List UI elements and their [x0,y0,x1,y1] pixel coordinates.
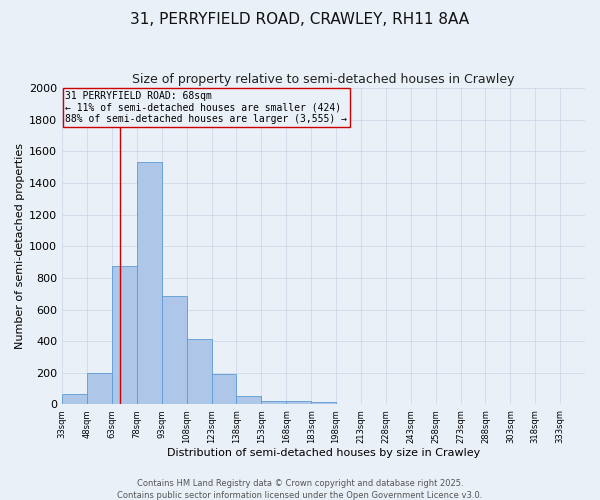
Bar [236,396,262,404]
Y-axis label: Number of semi-detached properties: Number of semi-detached properties [15,144,25,350]
Bar [87,373,112,404]
Bar [62,394,87,404]
Text: Contains HM Land Registry data © Crown copyright and database right 2025.
Contai: Contains HM Land Registry data © Crown c… [118,478,482,500]
Bar [286,402,311,404]
Bar [187,339,212,404]
Bar [212,374,236,404]
Bar [262,400,286,404]
Bar [112,266,137,404]
X-axis label: Distribution of semi-detached houses by size in Crawley: Distribution of semi-detached houses by … [167,448,480,458]
Text: 31, PERRYFIELD ROAD, CRAWLEY, RH11 8AA: 31, PERRYFIELD ROAD, CRAWLEY, RH11 8AA [130,12,470,28]
Text: 31 PERRYFIELD ROAD: 68sqm
← 11% of semi-detached houses are smaller (424)
88% of: 31 PERRYFIELD ROAD: 68sqm ← 11% of semi-… [65,91,347,124]
Bar [162,296,187,405]
Bar [137,162,162,404]
Title: Size of property relative to semi-detached houses in Crawley: Size of property relative to semi-detach… [133,72,515,86]
Bar [311,402,336,404]
